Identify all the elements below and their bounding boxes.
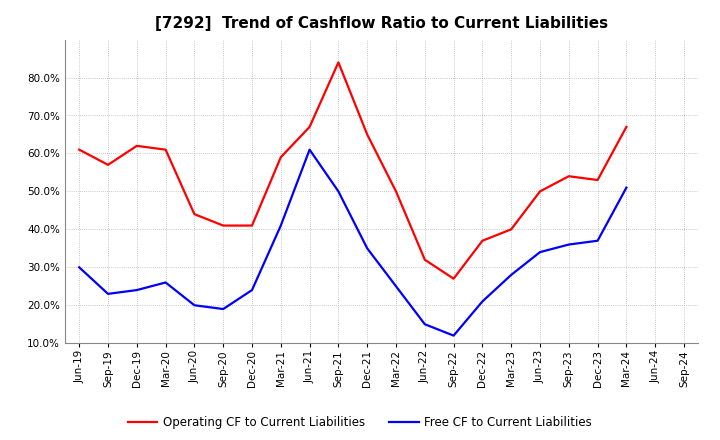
Line: Operating CF to Current Liabilities: Operating CF to Current Liabilities: [79, 62, 626, 279]
Free CF to Current Liabilities: [449, 333, 458, 338]
Free CF to Current Liabilities: [248, 287, 256, 293]
Operating CF to Current Liabilities: [392, 189, 400, 194]
Operating CF to Current Liabilities: [593, 177, 602, 183]
Line: Free CF to Current Liabilities: Free CF to Current Liabilities: [79, 150, 626, 336]
Free CF to Current Liabilities: [219, 306, 228, 312]
Operating CF to Current Liabilities: [536, 189, 544, 194]
Operating CF to Current Liabilities: [248, 223, 256, 228]
Free CF to Current Liabilities: [536, 249, 544, 255]
Free CF to Current Liabilities: [276, 223, 285, 228]
Free CF to Current Liabilities: [564, 242, 573, 247]
Operating CF to Current Liabilities: [190, 212, 199, 217]
Free CF to Current Liabilities: [75, 264, 84, 270]
Free CF to Current Liabilities: [593, 238, 602, 243]
Operating CF to Current Liabilities: [104, 162, 112, 168]
Operating CF to Current Liabilities: [276, 154, 285, 160]
Operating CF to Current Liabilities: [219, 223, 228, 228]
Operating CF to Current Liabilities: [507, 227, 516, 232]
Operating CF to Current Liabilities: [449, 276, 458, 281]
Operating CF to Current Liabilities: [334, 60, 343, 65]
Free CF to Current Liabilities: [622, 185, 631, 190]
Operating CF to Current Liabilities: [161, 147, 170, 152]
Operating CF to Current Liabilities: [478, 238, 487, 243]
Operating CF to Current Liabilities: [305, 124, 314, 129]
Operating CF to Current Liabilities: [564, 173, 573, 179]
Operating CF to Current Liabilities: [363, 132, 372, 137]
Free CF to Current Liabilities: [190, 303, 199, 308]
Free CF to Current Liabilities: [420, 322, 429, 327]
Free CF to Current Liabilities: [363, 246, 372, 251]
Operating CF to Current Liabilities: [132, 143, 141, 148]
Free CF to Current Liabilities: [392, 284, 400, 289]
Free CF to Current Liabilities: [334, 189, 343, 194]
Legend: Operating CF to Current Liabilities, Free CF to Current Liabilities: Operating CF to Current Liabilities, Fre…: [123, 412, 597, 434]
Free CF to Current Liabilities: [478, 299, 487, 304]
Title: [7292]  Trend of Cashflow Ratio to Current Liabilities: [7292] Trend of Cashflow Ratio to Curren…: [155, 16, 608, 32]
Operating CF to Current Liabilities: [622, 124, 631, 129]
Operating CF to Current Liabilities: [420, 257, 429, 262]
Free CF to Current Liabilities: [132, 287, 141, 293]
Operating CF to Current Liabilities: [75, 147, 84, 152]
Free CF to Current Liabilities: [507, 272, 516, 278]
Free CF to Current Liabilities: [104, 291, 112, 297]
Free CF to Current Liabilities: [305, 147, 314, 152]
Free CF to Current Liabilities: [161, 280, 170, 285]
